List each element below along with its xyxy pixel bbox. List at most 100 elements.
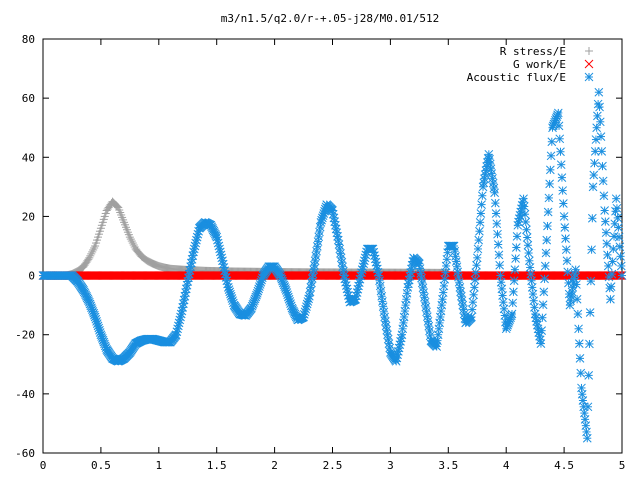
data-point: [312, 242, 322, 251]
data-point: [608, 257, 617, 266]
data-point: [394, 346, 403, 356]
data-point: [343, 287, 353, 297]
data-point: [509, 287, 518, 297]
data-point: [540, 261, 550, 271]
data-point: [491, 209, 501, 218]
data-point: [571, 265, 581, 275]
data-point: [88, 247, 97, 256]
data-point: [85, 253, 94, 262]
data-point: [490, 198, 500, 208]
data-point: [545, 165, 555, 175]
data-point: [601, 217, 610, 226]
data-point: [89, 245, 98, 254]
data-point: [582, 433, 592, 443]
data-point: [598, 176, 608, 186]
data-point: [454, 272, 463, 282]
y-tick-label: 0: [28, 270, 35, 283]
data-point: [354, 278, 364, 287]
y-tick-label: 20: [22, 210, 35, 223]
x-tick-label: 2: [271, 459, 278, 472]
x-tick-label: 1.5: [207, 459, 227, 472]
data-point: [381, 321, 391, 331]
data-point: [597, 147, 607, 156]
data-point: [513, 220, 523, 230]
data-point: [611, 194, 621, 204]
data-point: [585, 308, 595, 317]
data-point: [590, 158, 599, 168]
data-point: [553, 108, 563, 118]
data-point: [510, 265, 520, 275]
data-point: [402, 288, 412, 298]
data-point: [558, 186, 568, 195]
y-tick-label: -60: [15, 447, 35, 460]
data-point: [581, 421, 591, 430]
data-point: [537, 326, 547, 336]
data-point: [512, 232, 522, 241]
data-point: [574, 339, 584, 348]
data-point: [575, 354, 585, 363]
data-point: [614, 223, 623, 232]
data-point: [538, 313, 547, 323]
data-point: [493, 240, 503, 249]
data-point: [380, 317, 390, 326]
data-point: [613, 213, 623, 223]
data-point: [540, 274, 549, 284]
data-point: [543, 221, 552, 231]
data-point: [467, 312, 476, 322]
data-point: [339, 271, 349, 280]
data-point: [587, 245, 596, 255]
data-point: [375, 281, 385, 291]
legend-marker: [585, 47, 593, 55]
data-point: [477, 191, 487, 201]
data-point: [130, 242, 139, 251]
data-point: [401, 300, 410, 310]
data-point: [586, 276, 596, 286]
data-point: [547, 137, 557, 147]
data-point: [583, 402, 593, 412]
data-point: [594, 87, 604, 97]
data-point: [555, 134, 565, 144]
data-point: [561, 245, 571, 255]
data-point: [475, 226, 484, 236]
data-point: [523, 240, 533, 250]
data-point: [545, 179, 554, 189]
data-point: [556, 147, 565, 157]
data-point: [589, 170, 599, 180]
data-point: [330, 217, 340, 226]
chart-marks: [38, 87, 627, 443]
data-point: [399, 312, 409, 322]
data-point: [596, 132, 606, 141]
data-point: [495, 260, 505, 270]
data-point: [519, 202, 529, 211]
data-point: [542, 235, 552, 245]
x-tick-label: 0: [40, 459, 47, 472]
data-point: [521, 217, 531, 227]
data-point: [584, 371, 594, 380]
data-point: [585, 339, 594, 349]
data-point: [472, 253, 482, 263]
data-point: [493, 229, 502, 239]
data-point: [314, 232, 324, 242]
data-point: [606, 294, 615, 304]
axis-ticks: 0 0.5 1 1.5 2 2.5 3 3.5 4 4.5 5 80 60 40 20 0 -20 -40 -60: [15, 33, 625, 472]
data-point: [492, 219, 502, 229]
data-point: [559, 199, 568, 208]
data-point: [536, 339, 546, 348]
data-point: [128, 239, 137, 248]
y-tick-label: -20: [15, 329, 35, 342]
data-point: [544, 193, 554, 203]
data-point: [475, 217, 485, 227]
data-point: [494, 250, 504, 260]
data-point: [125, 233, 134, 242]
x-tick-label: 3: [387, 459, 394, 472]
data-point: [403, 283, 413, 292]
data-point: [187, 258, 196, 268]
data-point: [576, 368, 586, 378]
data-point: [617, 271, 627, 280]
data-point: [473, 244, 483, 254]
data-point: [607, 269, 617, 279]
chart-title: m3/n1.5/q2.0/r-+.05-j28/M0.01/512: [221, 12, 440, 25]
data-point: [469, 290, 478, 300]
y-tick-label: 60: [22, 92, 35, 105]
series-0: [39, 197, 453, 280]
